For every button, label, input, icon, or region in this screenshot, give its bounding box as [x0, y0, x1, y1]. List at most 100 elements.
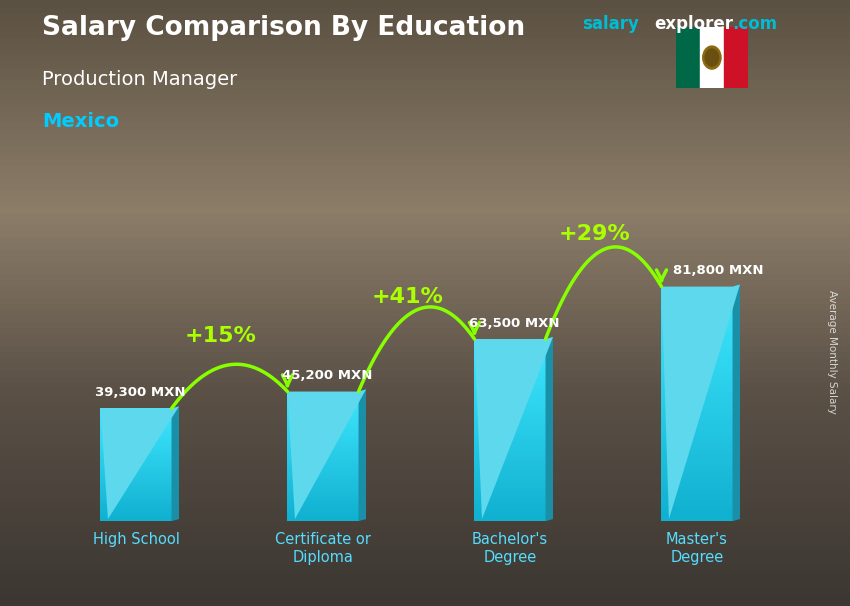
Bar	[474, 424, 546, 427]
Bar	[0, 158, 850, 164]
Bar	[100, 433, 172, 435]
Bar	[287, 499, 359, 502]
Bar	[287, 439, 359, 441]
Bar	[287, 454, 359, 456]
Bar	[287, 437, 359, 439]
Polygon shape	[172, 407, 179, 521]
Bar	[661, 431, 733, 435]
Bar	[100, 482, 172, 484]
Bar	[100, 502, 172, 504]
Bar	[661, 376, 733, 381]
Bar	[287, 424, 359, 426]
Text: Average Monthly Salary: Average Monthly Salary	[827, 290, 837, 413]
Bar	[287, 398, 359, 400]
Bar	[287, 495, 359, 498]
Bar	[0, 291, 850, 297]
Bar	[474, 464, 546, 467]
Bar	[100, 476, 172, 478]
Bar	[474, 406, 546, 409]
Bar	[100, 519, 172, 521]
Bar	[474, 454, 546, 458]
Bar	[287, 413, 359, 415]
Bar	[0, 303, 850, 309]
Bar	[287, 426, 359, 428]
Bar	[661, 314, 733, 318]
Bar	[661, 396, 733, 400]
Bar	[661, 388, 733, 392]
Bar	[0, 424, 850, 430]
Bar	[100, 441, 172, 442]
Bar	[0, 267, 850, 273]
Bar	[0, 485, 850, 491]
Bar	[0, 406, 850, 412]
Bar	[474, 467, 546, 470]
Bar	[661, 478, 733, 482]
Bar	[661, 310, 733, 314]
Bar	[0, 551, 850, 558]
Bar	[474, 412, 546, 415]
Bar	[474, 361, 546, 364]
Bar	[0, 103, 850, 109]
Bar	[100, 461, 172, 463]
Bar	[0, 55, 850, 61]
Bar	[661, 454, 733, 459]
Bar	[100, 444, 172, 446]
Bar	[661, 411, 733, 416]
Bar	[100, 470, 172, 472]
Bar	[0, 309, 850, 315]
Bar	[287, 467, 359, 469]
Bar	[0, 152, 850, 158]
Bar	[661, 505, 733, 510]
Bar	[0, 388, 850, 394]
Bar	[287, 394, 359, 396]
Bar	[474, 506, 546, 509]
Bar	[0, 139, 850, 145]
Bar	[474, 430, 546, 433]
Bar	[474, 388, 546, 391]
Bar	[0, 491, 850, 497]
Bar	[0, 376, 850, 382]
Bar	[100, 468, 172, 470]
Bar	[100, 487, 172, 489]
Bar	[0, 248, 850, 255]
Bar	[0, 48, 850, 55]
Circle shape	[706, 49, 718, 66]
Polygon shape	[733, 284, 740, 521]
Bar	[474, 451, 546, 454]
Bar	[287, 407, 359, 409]
Bar	[0, 236, 850, 242]
Bar	[100, 427, 172, 429]
Bar	[474, 391, 546, 394]
Bar	[100, 484, 172, 485]
Bar	[661, 338, 733, 341]
Bar	[100, 512, 172, 514]
Bar	[474, 427, 546, 430]
Bar	[0, 412, 850, 418]
Bar	[287, 487, 359, 489]
Bar	[287, 508, 359, 510]
Bar	[661, 404, 733, 408]
Bar	[287, 396, 359, 398]
Bar	[0, 121, 850, 127]
Bar	[474, 445, 546, 448]
Bar	[287, 448, 359, 450]
Bar	[661, 474, 733, 478]
Bar	[661, 330, 733, 333]
Bar	[661, 470, 733, 474]
Bar	[661, 462, 733, 467]
Bar	[287, 474, 359, 476]
Bar	[661, 322, 733, 325]
Bar	[0, 382, 850, 388]
Bar	[661, 318, 733, 322]
Bar	[100, 465, 172, 467]
Text: 39,300 MXN: 39,300 MXN	[95, 386, 185, 399]
Bar	[661, 381, 733, 384]
Bar	[100, 412, 172, 414]
Bar	[661, 306, 733, 310]
Bar	[661, 467, 733, 470]
Bar	[474, 358, 546, 361]
Bar	[0, 206, 850, 212]
Bar	[0, 24, 850, 30]
Bar	[287, 465, 359, 467]
Bar	[0, 533, 850, 539]
